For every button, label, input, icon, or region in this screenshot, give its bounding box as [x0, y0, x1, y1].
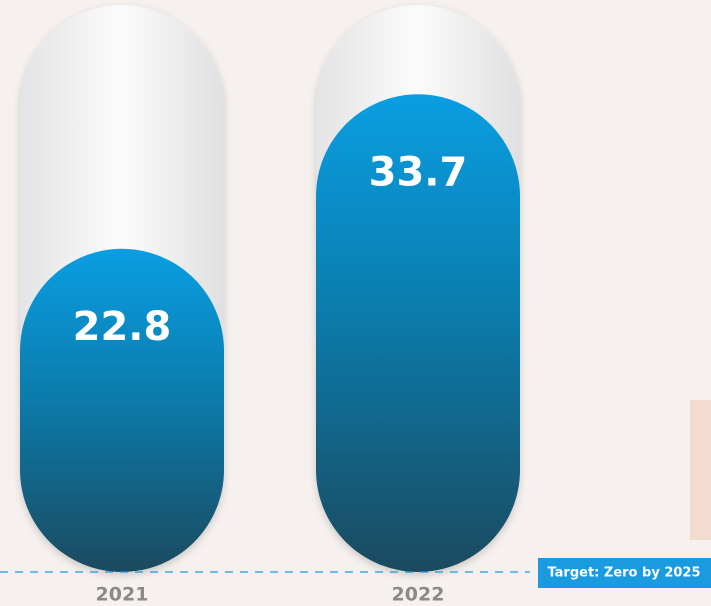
- bar: [20, 248, 224, 572]
- value-label: 22.8: [73, 304, 172, 350]
- bar: [316, 94, 520, 573]
- x-tick-label: 2021: [96, 584, 149, 606]
- decor: [690, 400, 711, 540]
- x-tick-label: 2022: [392, 584, 445, 606]
- annotation-box: [538, 558, 711, 588]
- annotation: Target: Zero by 2025: [547, 566, 700, 581]
- value-label: 33.7: [369, 149, 468, 195]
